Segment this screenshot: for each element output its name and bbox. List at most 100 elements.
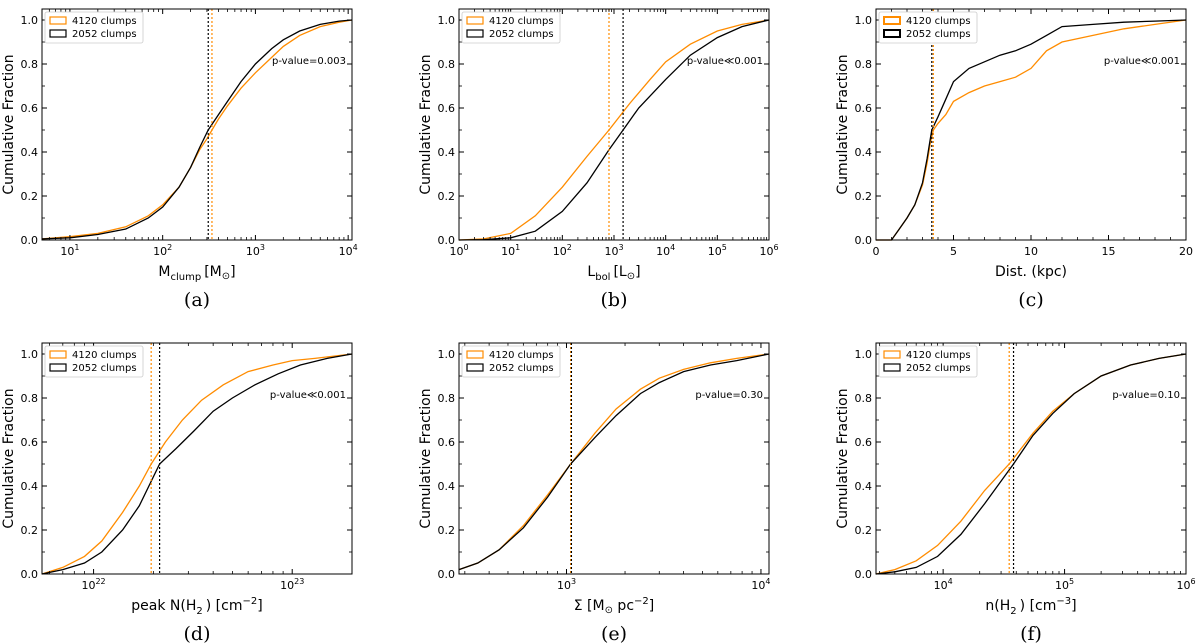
x-tick-label: 103: [557, 577, 576, 592]
x-tick-label: 104: [751, 577, 770, 592]
x-tick-label: 104: [656, 243, 675, 258]
y-tick-label: 0.4: [21, 146, 39, 159]
y-tick-label: 0.4: [21, 480, 39, 493]
chart-panel-a: 0.0 0.2 0.4 0.6 0.8 1.0 101 102 103 104 Cumulative…: [1, 8, 358, 311]
legend-entry-label: 2052 clumps: [489, 29, 554, 40]
legend-entry-label: 4120 clumps: [906, 16, 971, 27]
legend-entry-label: 4120 clumps: [489, 350, 554, 361]
legend-entry-label: 4120 clumps: [906, 350, 971, 361]
x-tick-label: 1022: [81, 577, 105, 592]
x-tick-label: 105: [708, 243, 727, 258]
cdf-line-orange: [458, 19, 770, 241]
x-tick-label: 104: [339, 243, 358, 258]
y-tick-label: 0.2: [21, 524, 39, 537]
y-tick-label: 0.4: [438, 480, 456, 493]
legend-swatch-black: [466, 29, 484, 38]
y-tick-label: 0.0: [21, 568, 39, 581]
y-tick-label: 0.0: [855, 234, 873, 247]
y-tick-label: 0.2: [855, 190, 873, 203]
x-tick-label: 106: [759, 243, 778, 258]
y-tick-label: 0.8: [855, 392, 873, 405]
panel-label: (d): [184, 623, 211, 644]
y-tick-label: 1.0: [21, 14, 39, 27]
cdf-line-orange: [41, 19, 353, 240]
p-value-annotation: p-value=0.10: [1112, 390, 1180, 401]
y-axis-label: Cumulative Fraction: [418, 54, 434, 194]
x-axis-label: Mclump [M⊙]: [158, 264, 235, 283]
y-tick-label: 0.0: [21, 234, 39, 247]
y-tick-label: 0.4: [438, 146, 456, 159]
cdf-line-black: [458, 353, 770, 571]
p-value-annotation: p-value=0.003: [272, 56, 346, 67]
y-tick-label: 0.2: [438, 524, 456, 537]
y-tick-label: 0.6: [855, 102, 873, 115]
plot-frame: [41, 8, 353, 241]
legend-box: [461, 11, 561, 44]
x-axis-label: Lbol [L⊙]: [587, 264, 640, 283]
legend-swatch-orange: [466, 350, 484, 359]
x-axis-label: Σ [M⊙ pc−2]: [574, 596, 655, 616]
y-tick-label: 0.2: [438, 190, 456, 203]
chart-panel-c: 0.0 0.2 0.4 0.6 0.8 1.0 0 5 10 15 20 Cumulative Fra…: [835, 8, 1193, 311]
y-tick-label: 0.2: [855, 524, 873, 537]
x-tick-label: 104: [934, 577, 953, 592]
x-tick-label: 100: [449, 243, 468, 258]
y-tick-label: 1.0: [855, 348, 873, 361]
legend-box: [878, 345, 978, 378]
x-tick-label: 103: [604, 243, 623, 258]
legend: 4120 clumps 2052 clumps: [44, 345, 144, 378]
legend: 4120 clumps 2052 clumps: [44, 11, 144, 44]
legend-entry-label: 2052 clumps: [489, 363, 554, 374]
legend-swatch-orange: [883, 350, 901, 359]
cdf-line-black: [875, 353, 1187, 575]
plot-frame: [458, 342, 770, 575]
cdf-line-orange: [875, 353, 1187, 575]
y-tick-label: 1.0: [855, 14, 873, 27]
legend-entry-label: 4120 clumps: [72, 16, 137, 27]
chart-panel-b: 0.0 0.2 0.4 0.6 0.8 1.0 100 101 102 103 104 105 106 C…: [418, 8, 779, 311]
p-value-annotation: p-value≪0.001: [270, 390, 346, 401]
y-tick-label: 1.0: [438, 348, 456, 361]
legend: 4120 clumps 2052 clumps: [461, 11, 561, 44]
y-axis-label: Cumulative Fraction: [835, 54, 851, 194]
x-tick-label: 5: [950, 245, 957, 258]
x-tick-label: 102: [553, 243, 572, 258]
plot-frame: [875, 342, 1187, 575]
x-tick-label: 101: [501, 243, 520, 258]
x-tick-label: 15: [1102, 245, 1116, 258]
legend: 4120 clumps 2052 clumps: [461, 345, 561, 378]
cdf-line-orange: [876, 19, 1187, 241]
x-tick-label: 102: [153, 243, 172, 258]
x-tick-label: 0: [873, 245, 880, 258]
legend-entry-label: 2052 clumps: [906, 363, 971, 374]
y-tick-label: 0.8: [438, 58, 456, 71]
y-axis-label: Cumulative Fraction: [418, 388, 434, 528]
legend-entry-label: 2052 clumps: [906, 29, 971, 40]
legend-entry-label: 2052 clumps: [72, 29, 137, 40]
legend-box: [461, 345, 561, 378]
y-tick-label: 0.4: [855, 480, 873, 493]
legend-swatch-orange: [883, 16, 901, 25]
y-tick-label: 0.0: [438, 568, 456, 581]
y-tick-label: 0.6: [438, 102, 456, 115]
x-tick-label: 103: [246, 243, 265, 258]
y-tick-label: 1.0: [438, 14, 456, 27]
panel-label: (b): [601, 289, 628, 311]
plot-frame: [41, 342, 353, 575]
legend-swatch-black: [883, 363, 901, 372]
cdf-line-black: [41, 19, 353, 240]
legend-entry-label: 4120 clumps: [489, 16, 554, 27]
p-value-annotation: p-value≪0.001: [1104, 56, 1180, 67]
legend-box: [44, 345, 144, 378]
x-tick-label: 10: [1024, 245, 1038, 258]
legend-swatch-orange: [49, 350, 67, 359]
legend-box: [878, 11, 978, 44]
legend-swatch-black: [49, 363, 67, 372]
x-axis-label: peak N(H2) [cm−2]: [131, 596, 262, 617]
y-tick-label: 0.8: [21, 58, 39, 71]
legend: 4120 clumps 2052 clumps: [878, 345, 978, 378]
chart-panel-d: 0.0 0.2 0.4 0.6 0.8 1.0 1022 1023 Cumulative Fra…: [1, 342, 353, 644]
x-tick-label: 101: [60, 243, 79, 258]
x-tick-label: 105: [1055, 577, 1074, 592]
